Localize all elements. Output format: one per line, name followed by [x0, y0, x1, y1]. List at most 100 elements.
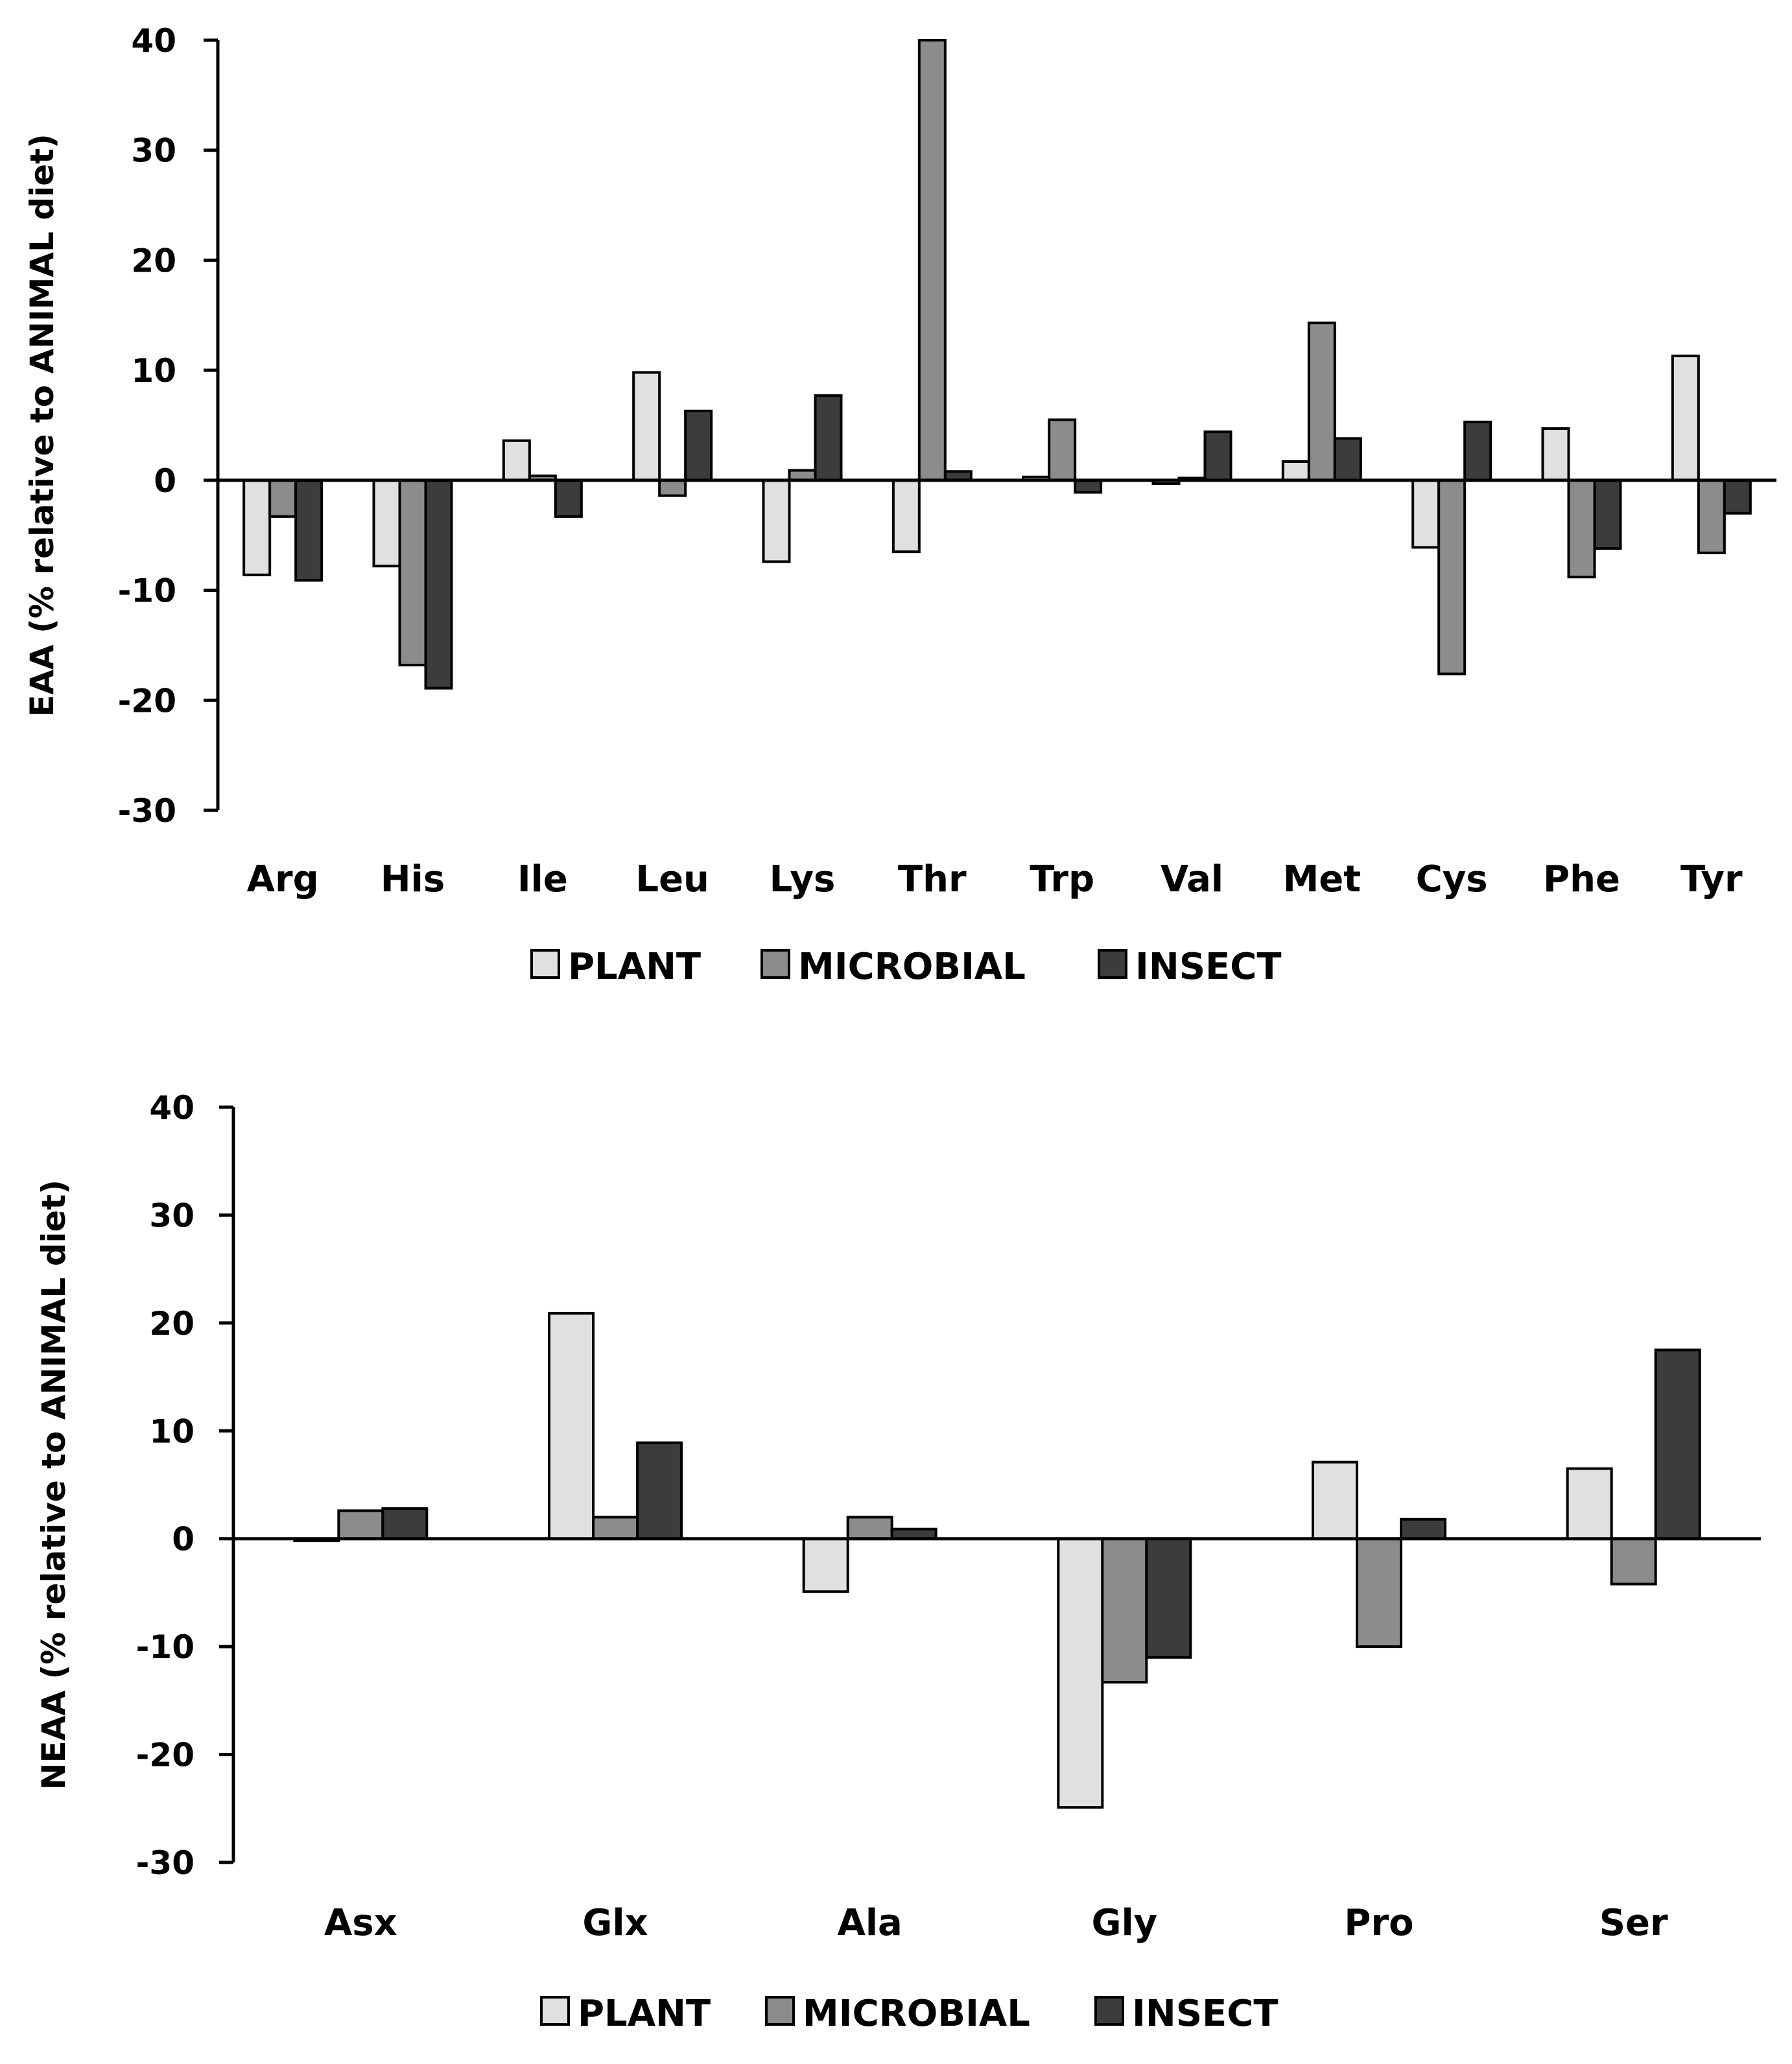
eaa-y-tick-label: 0 — [154, 462, 176, 500]
neaa-category-label: Ala — [838, 1902, 902, 1944]
neaa-bar-plant-ser — [1566, 1467, 1613, 1540]
eaa-category-label: Val — [1161, 858, 1223, 900]
eaa-bar-plant-lys — [762, 478, 791, 563]
eaa-bar-insect-trp — [1074, 478, 1103, 494]
neaa-legend-swatch-microbial — [765, 1996, 795, 2026]
eaa-bar-microbial-his — [398, 478, 427, 666]
neaa-bar-microbial-pro — [1356, 1537, 1402, 1648]
neaa-legend-swatch-insect — [1094, 1996, 1124, 2026]
eaa-y-tick-label: -30 — [118, 792, 176, 830]
neaa-bar-microbial-asx — [337, 1509, 384, 1540]
eaa-category-label: Thr — [898, 858, 967, 900]
neaa-category-label: Gly — [1091, 1902, 1157, 1944]
eaa-bar-microbial-thr — [917, 39, 947, 482]
eaa-category-label: His — [381, 858, 445, 900]
eaa-chart: Arg His Ile Leu Lys Thr Trp Val Met Cys … — [23, 22, 1776, 988]
neaa-y-tick-labels: 40 30 20 10 0 -10 -20 -30 — [136, 1089, 195, 1882]
eaa-bar-plant-his — [372, 478, 401, 568]
neaa-bar-insect-glx — [636, 1441, 683, 1540]
neaa-y-tick-label: -20 — [136, 1737, 195, 1774]
eaa-bar-insect-tyr — [1723, 478, 1752, 515]
neaa-legend-label-plant: PLANT — [578, 1993, 711, 2035]
eaa-legend-swatch-plant — [530, 949, 560, 979]
eaa-legend-swatch-insect — [1098, 949, 1127, 979]
eaa-bar-plant-thr — [891, 478, 921, 554]
eaa-y-tick-label: 40 — [131, 22, 176, 60]
eaa-legend-label-microbial: MICROBIAL — [798, 946, 1026, 988]
eaa-bar-microbial-leu — [658, 478, 687, 497]
neaa-bar-plant-pro — [1312, 1460, 1358, 1540]
neaa-y-tick-label: 30 — [149, 1197, 195, 1234]
neaa-bar-microbial-ala — [846, 1516, 893, 1540]
neaa-bar-insect-asx — [381, 1507, 429, 1540]
eaa-bar-plant-arg — [242, 478, 272, 576]
eaa-y-axis — [204, 38, 220, 812]
neaa-legend: PLANT MICROBIAL INSECT — [540, 1993, 1279, 2035]
neaa-bar-microbial-glx — [592, 1516, 639, 1540]
eaa-y-tick-labels: 40 30 20 10 0 -10 -20 -30 — [118, 22, 176, 830]
neaa-y-tick-label: 40 — [149, 1089, 195, 1127]
neaa-y-tick-label: -30 — [136, 1844, 195, 1882]
eaa-y-tick-label: -10 — [118, 572, 176, 610]
neaa-bar-plant-glx — [548, 1311, 595, 1540]
eaa-bars — [218, 39, 1776, 690]
neaa-chart: Asx Glx Ala Gly Pro Ser 40 30 20 10 0 -1… — [35, 1089, 1761, 2035]
neaa-y-tick-label: 10 — [149, 1413, 195, 1450]
eaa-bar-microbial-arg — [268, 478, 298, 518]
eaa-bar-insect-met — [1333, 437, 1362, 482]
eaa-bar-plant-met — [1281, 460, 1310, 482]
eaa-bar-microbial-tyr — [1697, 478, 1726, 554]
eaa-legend-swatch-microbial — [760, 949, 790, 979]
eaa-bar-insect-val — [1203, 430, 1232, 482]
eaa-legend-label-plant: PLANT — [568, 946, 701, 988]
eaa-bar-plant-ile — [502, 439, 531, 482]
eaa-category-label: Ile — [517, 858, 568, 900]
neaa-y-axis — [219, 1105, 235, 1864]
neaa-bar-insect-ser — [1654, 1348, 1701, 1540]
eaa-bar-insect-ile — [554, 478, 583, 518]
neaa-y-tick-label: -10 — [136, 1628, 195, 1666]
eaa-category-label: Trp — [1030, 858, 1094, 900]
eaa-bar-plant-tyr — [1671, 355, 1700, 482]
eaa-y-tick-label: -20 — [118, 682, 176, 720]
eaa-category-label: Tyr — [1680, 858, 1743, 900]
eaa-category-label: Cys — [1416, 858, 1488, 900]
eaa-legend: PLANT MICROBIAL INSECT — [530, 946, 1282, 988]
eaa-bar-insect-cys — [1463, 420, 1492, 482]
neaa-legend-swatch-plant — [540, 1996, 570, 2026]
eaa-category-label: Lys — [770, 858, 836, 900]
eaa-bar-insect-lys — [814, 394, 843, 482]
eaa-legend-label-insect: INSECT — [1135, 946, 1282, 988]
eaa-bar-microbial-cys — [1437, 478, 1467, 675]
neaa-y-tick-label: 20 — [149, 1305, 195, 1343]
neaa-legend-label-insect: INSECT — [1132, 1993, 1279, 2035]
eaa-bar-plant-leu — [632, 371, 661, 482]
neaa-bar-insect-pro — [1400, 1518, 1446, 1540]
neaa-y-tick-label: 0 — [172, 1521, 195, 1558]
eaa-bar-microbial-phe — [1567, 478, 1596, 579]
neaa-bar-microbial-ser — [1610, 1537, 1657, 1586]
neaa-bars — [233, 1311, 1761, 1809]
neaa-bar-plant-gly — [1057, 1537, 1104, 1809]
neaa-y-axis-title: NEAA (% relative to ANIMAL diet) — [35, 1180, 73, 1790]
neaa-category-label: Asx — [324, 1902, 397, 1944]
neaa-bar-microbial-gly — [1101, 1537, 1148, 1684]
eaa-bar-insect-arg — [294, 478, 324, 582]
neaa-bar-insect-gly — [1145, 1537, 1192, 1659]
eaa-bar-insect-leu — [684, 409, 713, 482]
eaa-bar-microbial-met — [1307, 322, 1336, 482]
eaa-category-label: Arg — [247, 858, 319, 900]
neaa-bar-plant-ala — [802, 1537, 849, 1593]
neaa-legend-label-microbial: MICROBIAL — [803, 1993, 1030, 2035]
eaa-category-label: Met — [1283, 858, 1361, 900]
eaa-bar-plant-cys — [1411, 478, 1441, 549]
eaa-bar-plant-phe — [1541, 427, 1570, 482]
neaa-category-labels: Asx Glx Ala Gly Pro Ser — [324, 1902, 1668, 1944]
eaa-y-tick-label: 10 — [131, 352, 176, 390]
eaa-y-axis-title: EAA (% relative to ANIMAL diet) — [23, 134, 61, 717]
neaa-category-label: Ser — [1599, 1902, 1668, 1944]
eaa-y-tick-label: 30 — [131, 132, 176, 170]
eaa-bar-insect-phe — [1593, 478, 1622, 550]
eaa-bar-insect-his — [424, 478, 453, 690]
